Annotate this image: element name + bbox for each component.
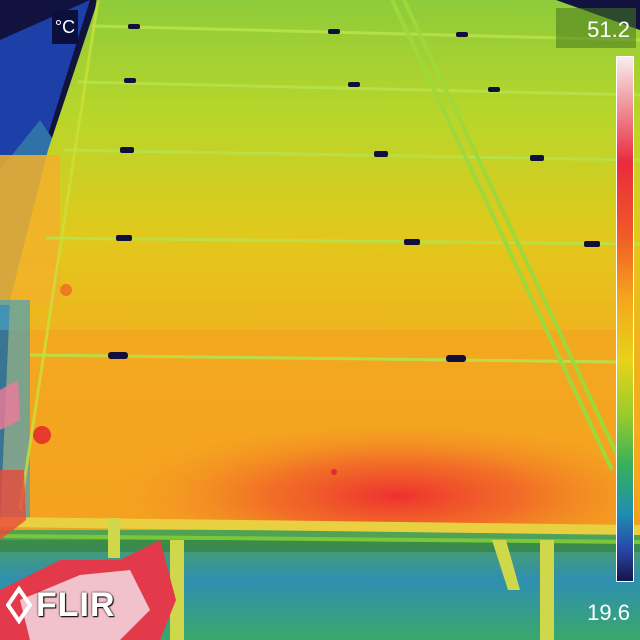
- flir-diamond-icon: [6, 585, 32, 625]
- brand-logo: FLIR: [6, 582, 116, 628]
- max-temperature-label: 51.2: [556, 8, 636, 48]
- brand-wordmark: FLIR: [36, 585, 116, 624]
- unit-label: °C: [52, 10, 78, 44]
- temperature-scale-bar: [616, 56, 634, 582]
- min-temperature-label: 19.6: [587, 600, 630, 625]
